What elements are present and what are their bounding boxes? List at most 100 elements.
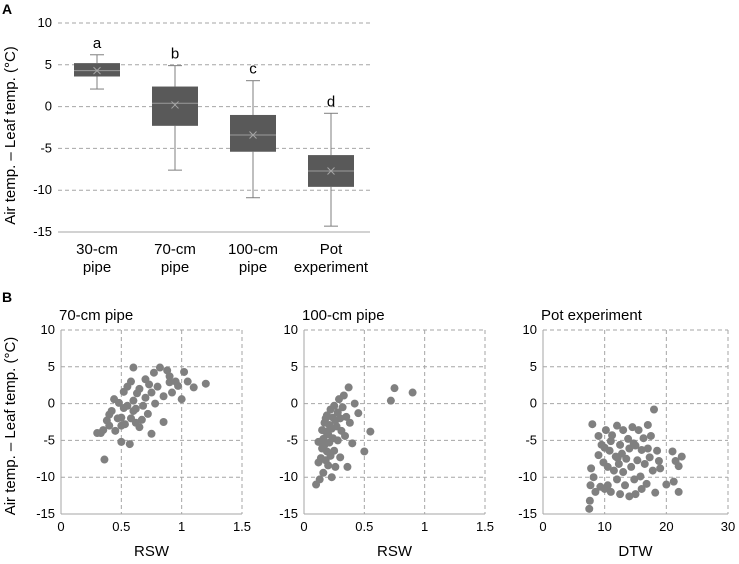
b-scatter-point [110,395,119,404]
b-scatter-point [174,381,183,390]
b-scatter-point [648,466,657,475]
b-y-tick-label: 0 [530,396,537,411]
b-scatter-point [629,439,638,448]
b-scatter-point [315,475,324,484]
a-significance-letter: a [93,35,102,52]
b-scatter-point [639,434,648,443]
b-scatter-point [345,418,354,427]
b-scatter-point [609,466,618,475]
b-scatter-point [107,406,116,415]
b-x-tick-label: 0 [57,519,64,534]
b-scatter-point [613,475,621,484]
b-scatter-point [360,447,369,456]
b-scatter-point [331,462,340,471]
b-scatter-point [147,429,156,438]
b-scatter-point [342,412,351,421]
b-scatter-point [643,444,652,453]
a-box [74,63,120,77]
b-scatter-point [677,452,686,461]
a-category-label: pipe [161,259,189,276]
b-scatter-point [321,414,330,423]
b-scatter-point [616,440,625,449]
b-scatter-point [117,437,126,446]
b-scatter-point [633,456,642,465]
b-scatter-point [131,404,140,413]
a-category-label: pipe [239,259,267,276]
a-category-label: 70-cm [154,241,196,258]
b-scatter-point [643,420,652,429]
a-y-tick-label: 10 [38,15,52,30]
b-scatter-point [123,401,132,410]
b-scatter-point [343,462,352,471]
b-scatter-point [637,484,646,493]
b-scatter-point [126,377,135,386]
b-scatter-point [131,418,140,427]
a-category-label: experiment [294,259,369,276]
b-scatter-point [640,459,649,468]
a-y-tick-label: -10 [33,182,52,197]
a-mean-marker [327,167,335,175]
b-scatter-point [588,420,597,429]
b-scatter-point [100,455,109,464]
b-x-tick-label: 0.5 [355,519,373,534]
b-scatter-point [619,468,628,477]
b-scatter-point [589,473,598,482]
b-scatter-point [408,388,417,397]
a-category-label: 100-cm [228,241,278,258]
b-scatter-point [319,468,328,477]
b-x-tick-label: 1 [178,519,185,534]
b-y-tick-label: -15 [36,506,55,521]
b-scatter-point [143,409,152,418]
b-scatter-point [129,396,138,405]
b-scatter-point [622,454,631,463]
b-scatter-point [621,481,630,490]
b-scatter-point [656,464,665,473]
b-scatter-point [324,461,333,470]
a-y-tick-label: 5 [45,57,52,72]
b-y-tick-label: -10 [279,469,298,484]
b-scatter-point [628,423,637,432]
a-mean-marker [93,66,101,75]
b-scatter-point [674,462,683,471]
b-scatter-point [153,382,162,391]
b-y-tick-label: 5 [48,359,55,374]
b-scatter-point [336,453,345,462]
a-category-label: 30-cm [76,241,118,258]
b-y-tick-label: -10 [36,469,55,484]
b-scatter-point [653,446,662,455]
a-significance-letter: d [327,93,335,110]
b-scatter-point [651,488,660,497]
b-scatter-point [327,473,336,482]
b-x-axis-label: DTW [618,543,653,560]
b-scatter-point [155,363,164,372]
b-scatter-point [646,431,655,440]
b-scatter-point [625,492,634,501]
b-scatter-point [125,440,134,449]
b-scatter-point [105,421,114,430]
b-scatter-point [147,388,156,397]
b-panel-title: Pot experiment [541,307,643,324]
a-significance-letter: c [249,61,257,78]
b-y-tick-label: -5 [525,432,537,447]
a-y-tick-label: 0 [45,99,52,114]
b-scatter-point [645,453,654,462]
b-y-tick-label: 5 [530,359,537,374]
b-scatter-point [619,426,628,435]
b-scatter-point [585,504,594,513]
b-scatter-point [330,446,339,455]
panel-b-label: B [2,289,12,305]
b-scatter-point [141,393,150,402]
a-mean-marker [249,131,257,139]
b-scatter-point [654,457,663,466]
b-scatter-point [603,462,612,471]
b-scatter-point [117,413,126,422]
b-scatter-point [99,426,108,435]
b-scatter-point [344,383,353,392]
a-category-label: pipe [83,259,111,276]
b-scatter-point [165,372,174,381]
b-scatter-point [601,426,610,435]
a-box [230,114,276,152]
